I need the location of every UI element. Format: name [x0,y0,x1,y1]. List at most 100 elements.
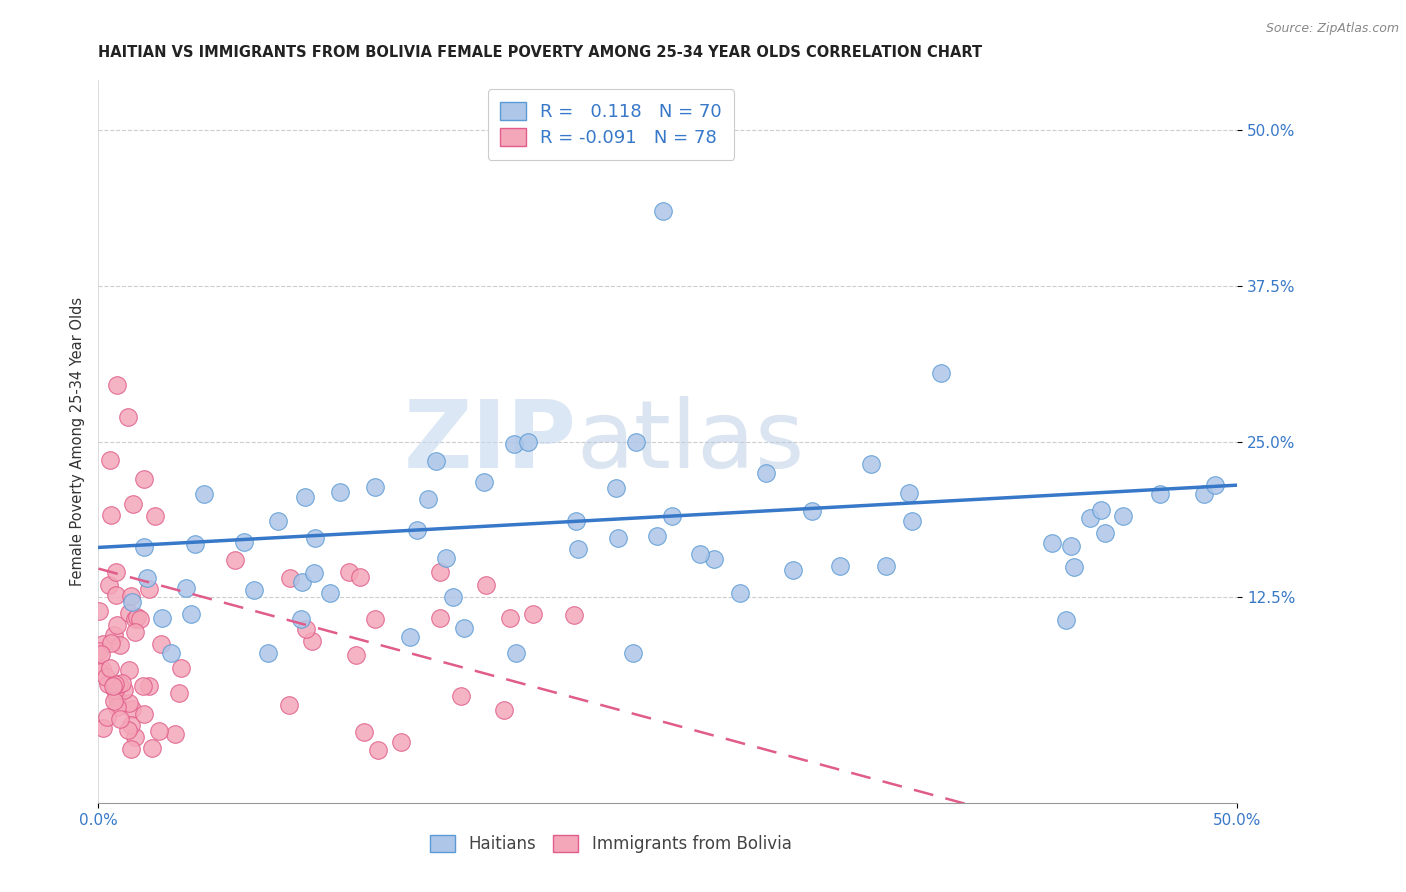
Point [429,611,451,625]
Point [623,646,645,660]
Point [121,595,143,609]
Point [728,585,751,599]
Point [860,457,883,471]
Point [98,577,121,591]
Point [450,689,472,703]
Point [96,710,118,724]
Point [319,585,342,599]
Text: ZIP: ZIP [404,395,576,488]
Point [149,637,172,651]
Point [121,702,143,716]
Point [278,698,301,713]
Point [150,611,173,625]
Point [1149,487,1171,501]
Point [124,612,146,626]
Point [170,661,193,675]
Point [121,497,143,511]
Point [416,491,439,506]
Point [399,630,422,644]
Legend: Haitians, Immigrants from Bolivia: Haitians, Immigrants from Bolivia [423,828,799,860]
Point [90,647,112,661]
Point [516,434,538,449]
Point [929,366,952,380]
Point [118,606,141,620]
Point [132,472,155,486]
Point [800,504,823,518]
Point [429,566,451,580]
Point [1204,478,1226,492]
Point [117,723,139,738]
Point [105,378,128,392]
Point [124,731,146,745]
Point [103,627,125,641]
Point [120,718,142,732]
Point [132,707,155,722]
Point [107,676,129,690]
Point [120,589,142,603]
Point [118,663,141,677]
Point [1040,535,1063,549]
Point [661,509,683,524]
Point [502,437,524,451]
Point [98,453,121,467]
Point [267,514,290,528]
Point [494,703,516,717]
Point [329,485,352,500]
Point [1078,510,1101,524]
Y-axis label: Female Poverty Among 25-34 Year Olds: Female Poverty Among 25-34 Year Olds [69,297,84,586]
Point [120,742,142,756]
Point [567,541,589,556]
Point [97,676,120,690]
Point [129,612,152,626]
Point [363,612,385,626]
Point [224,553,246,567]
Point [107,690,129,705]
Point [117,409,139,424]
Point [148,723,170,738]
Point [499,611,522,625]
Point [755,466,778,480]
Point [91,637,114,651]
Point [105,700,128,714]
Point [193,487,215,501]
Point [703,552,725,566]
Point [1060,539,1083,553]
Point [100,636,122,650]
Point [257,646,280,660]
Point [453,621,475,635]
Point [436,551,458,566]
Point [108,713,131,727]
Point [132,541,155,555]
Point [135,571,157,585]
Point [180,607,202,621]
Point [344,648,367,662]
Point [1063,560,1085,574]
Point [337,566,360,580]
Point [301,634,323,648]
Point [91,662,114,676]
Point [89,604,111,618]
Point [132,679,155,693]
Point [522,607,544,621]
Point [304,531,326,545]
Point [353,724,375,739]
Point [138,679,160,693]
Point [1090,503,1112,517]
Point [1112,509,1135,524]
Text: HAITIAN VS IMMIGRANTS FROM BOLIVIA FEMALE POVERTY AMONG 25-34 YEAR OLDS CORRELAT: HAITIAN VS IMMIGRANTS FROM BOLIVIA FEMAL… [98,45,983,60]
Point [406,523,429,537]
Point [302,566,325,581]
Point [104,683,127,698]
Point [1054,613,1077,627]
Point [645,528,668,542]
Point [652,204,675,219]
Point [104,588,127,602]
Point [782,563,804,577]
Point [127,610,149,624]
Point [364,479,387,493]
Point [624,434,647,449]
Point [94,669,117,683]
Point [349,570,371,584]
Point [1094,526,1116,541]
Point [898,485,921,500]
